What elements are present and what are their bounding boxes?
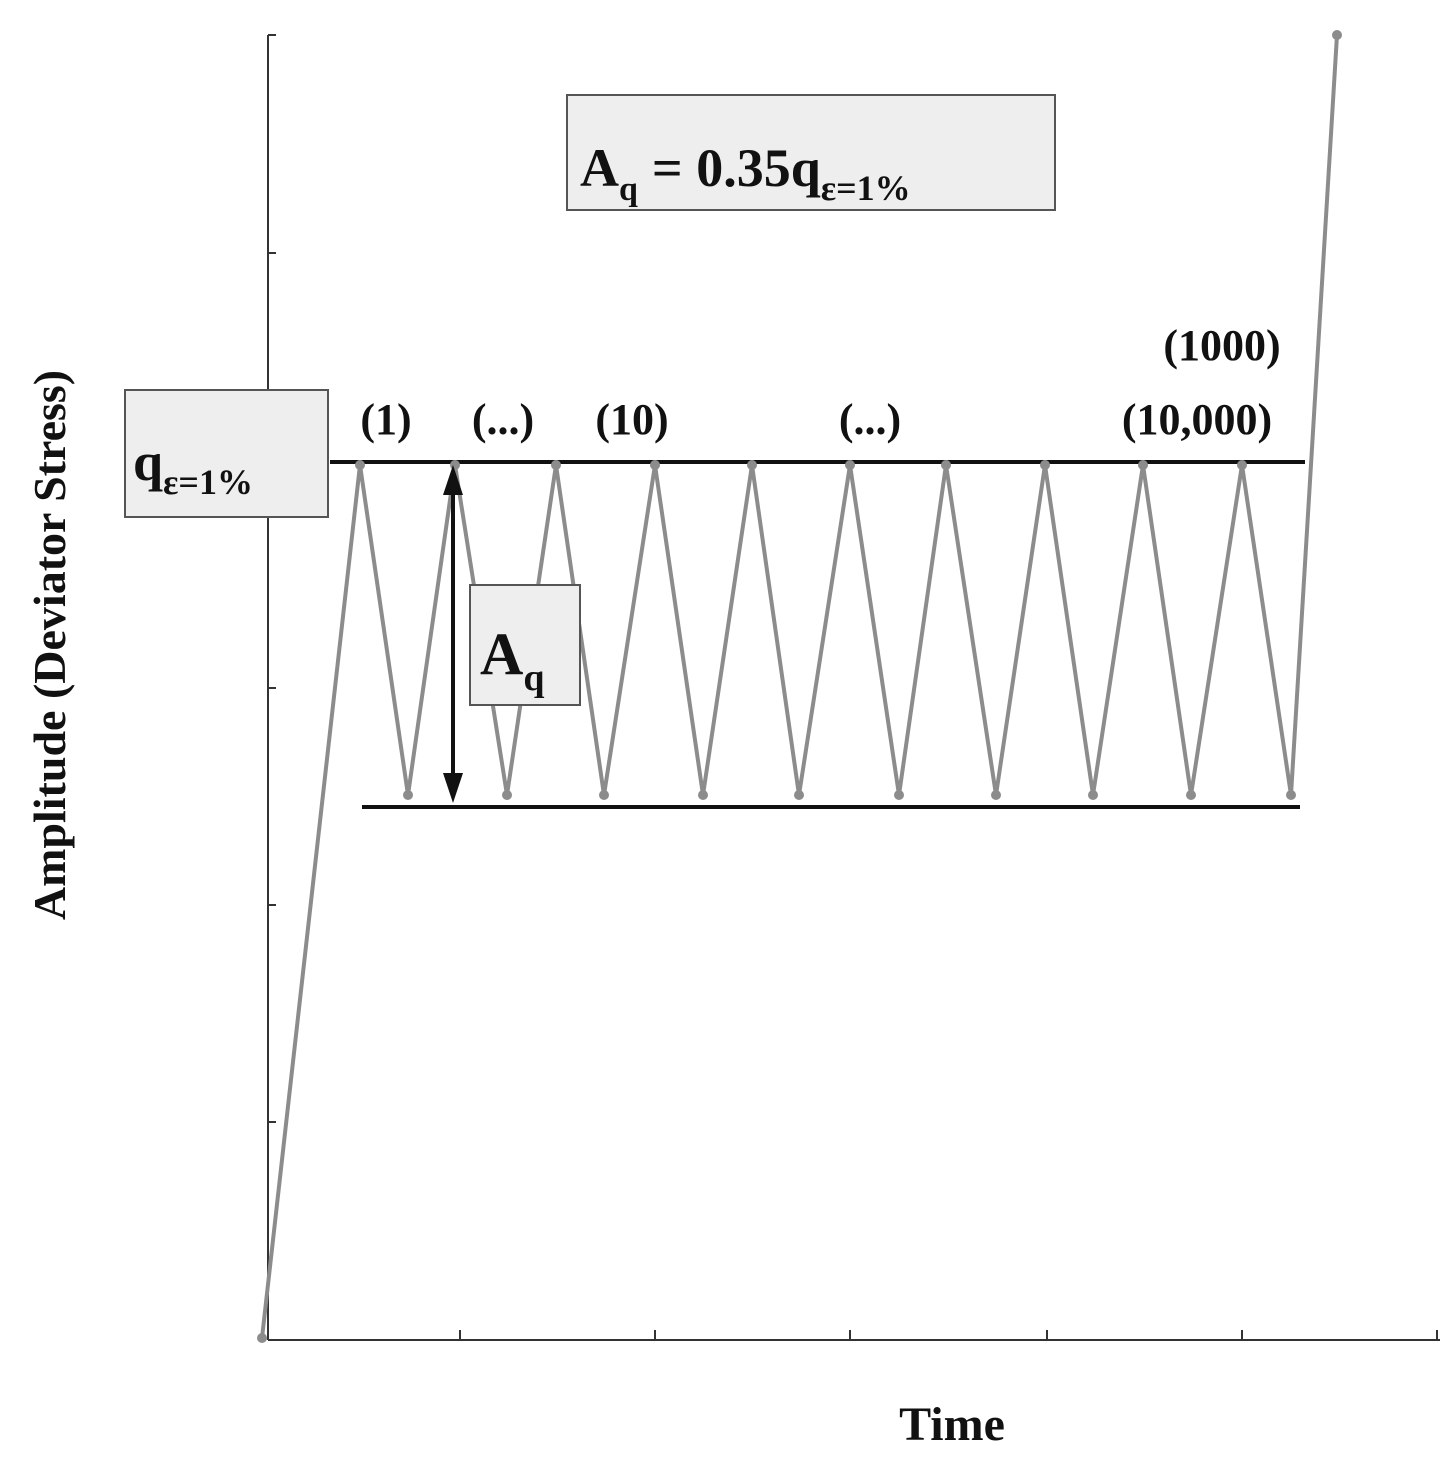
waveform-point [1186,790,1196,800]
formula-rhs-main: = 0.35q [652,138,821,198]
formula-box [566,94,1056,211]
q-label-text: qε=1% [133,432,253,502]
waveform-point [1138,460,1148,470]
q-label-main: q [133,432,163,492]
amplitude-arrow-head-up [443,465,463,495]
waveform-point [1040,460,1050,470]
formula-rhs-sub: ε=1% [821,168,911,208]
cycle-label-1: (1) [360,395,411,444]
waveform-point [1237,460,1247,470]
y-axis-label: Amplitude (Deviator Stress) [24,370,75,920]
cycle-label-1000: (1000) [1163,321,1280,370]
waveform-point [650,460,660,470]
waveform-point [450,460,460,470]
q-label-sub: ε=1% [163,462,253,502]
cycle-label-ellipsis-1: (...) [472,395,534,444]
waveform-point [1286,790,1296,800]
waveform-point [845,460,855,470]
waveform-point [403,790,413,800]
formula-text: Aq = 0.35qε=1% [580,138,911,208]
cycle-label-10: (10) [595,395,668,444]
amplitude-label-text: Aq [480,621,544,699]
waveform-point [502,790,512,800]
x-axis-label: Time [899,1398,1005,1451]
waveform-point [599,790,609,800]
waveform-point [747,460,757,470]
waveform-point [698,790,708,800]
waveform-line [260,34,1339,1339]
amplitude-label-sub: q [523,657,544,699]
waveform-point [551,460,561,470]
waveform-point [257,1333,267,1343]
waveform-point [941,460,951,470]
q-label-box [124,389,329,518]
waveform-point [1088,790,1098,800]
waveform-group [257,30,1342,1343]
waveform-point [794,790,804,800]
cycle-label-10000: (10,000) [1122,395,1272,444]
cycle-label-ellipsis-2: (...) [839,395,901,444]
amplitude-label-main: A [480,621,523,687]
waveform-point [894,790,904,800]
amplitude-label-box [469,584,581,706]
waveform-point [1332,30,1342,40]
formula-lhs-sub: q [619,171,638,208]
amplitude-arrow-head-down [443,773,463,803]
waveform-point [355,460,365,470]
waveform-point [991,790,1001,800]
formula-lhs-main: A [580,138,619,198]
